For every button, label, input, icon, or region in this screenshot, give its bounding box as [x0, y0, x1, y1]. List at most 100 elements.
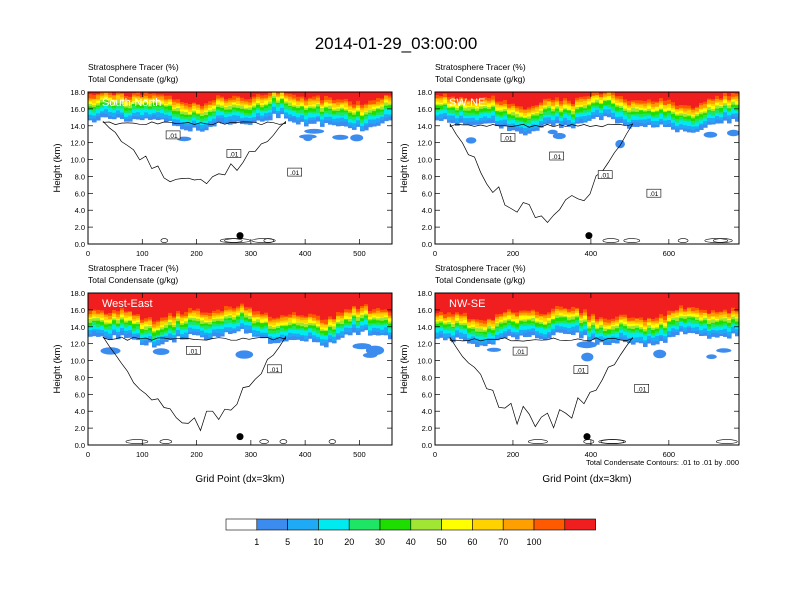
- tracer-band: [499, 92, 504, 102]
- tracer-column: [563, 293, 568, 334]
- tracer-column: [200, 293, 205, 338]
- tracer-column: [519, 293, 524, 336]
- colorbar-cell: [472, 518, 504, 531]
- tracer-column: [184, 293, 189, 340]
- y-tick-label: 18.0: [417, 88, 432, 97]
- y-tick-label: 0.0: [422, 441, 432, 450]
- tracer-band: [132, 92, 137, 96]
- y-tick-label: 14.0: [70, 122, 85, 131]
- contour-label: .01: [597, 170, 613, 180]
- tracer-band: [667, 92, 672, 100]
- y-axis-label: Height (km): [52, 143, 63, 192]
- tracer-column: [104, 293, 109, 339]
- contour-label-box: [512, 346, 528, 356]
- tracer-blob: [576, 341, 597, 349]
- tracer-band: [651, 293, 656, 319]
- tracer-column: [320, 293, 325, 346]
- tracer-band: [467, 92, 472, 100]
- tracer-column: [384, 92, 389, 122]
- contour-label-text: .01: [516, 349, 525, 356]
- tracer-column: [475, 293, 480, 347]
- tracer-band: [723, 293, 728, 310]
- tracer-column: [723, 92, 728, 121]
- tracer-band: [188, 293, 193, 308]
- tracer-column: [607, 92, 612, 118]
- contour-label: .01: [646, 188, 662, 198]
- tracer-band: [228, 92, 233, 99]
- y-tick-label: 2.0: [422, 223, 432, 232]
- tracer-column: [547, 293, 552, 339]
- tracer-column: [651, 92, 656, 128]
- tracer-column: [112, 92, 117, 120]
- tracer-column: [180, 293, 185, 340]
- tracer-column: [316, 92, 321, 122]
- tracer-band: [659, 293, 664, 315]
- tracer-band: [352, 92, 357, 105]
- tracer-band: [176, 293, 181, 311]
- tracer-band: [627, 92, 632, 102]
- tracer-band: [192, 92, 197, 103]
- tracer-column: [240, 92, 245, 125]
- tracer-column: [228, 293, 233, 335]
- tracer-band: [471, 293, 476, 319]
- x-tick-label: 400: [585, 450, 598, 459]
- tracer-band: [491, 293, 496, 320]
- tracer-band: [148, 92, 153, 95]
- x-axis-label: Grid Point (dx=3km): [195, 474, 284, 485]
- tracer-blob: [486, 347, 502, 352]
- x-axis-label: Grid Point (dx=3km): [542, 474, 631, 485]
- plot-area: .01 .01 .01: [435, 293, 739, 445]
- colorbar-cell: [564, 518, 596, 531]
- tracer-band: [372, 92, 377, 101]
- tracer-column: [296, 92, 301, 125]
- colorbar-cell: [410, 518, 442, 531]
- contour-label-text: .01: [189, 348, 198, 355]
- tracer-column: [635, 92, 640, 127]
- tracer-band: [443, 92, 448, 98]
- tracer-column: [204, 92, 209, 131]
- tracer-band: [248, 293, 253, 308]
- tracer-band: [116, 92, 121, 100]
- figure-title: 2014-01-29_03:00:00: [315, 34, 478, 53]
- tracer-band: [555, 92, 560, 98]
- tracer-band: [583, 293, 588, 310]
- tracer-band: [276, 293, 281, 318]
- tracer-blob: [703, 131, 718, 138]
- y-tick-label: 8.0: [422, 172, 432, 181]
- tracer-band: [256, 92, 261, 95]
- plot-area: .01 .01: [88, 293, 392, 445]
- tracer-column: [328, 92, 333, 125]
- y-tick-label: 18.0: [70, 289, 85, 298]
- tracer-column: [256, 293, 261, 337]
- tracer-column: [128, 92, 133, 122]
- x-tick-label: 300: [245, 249, 258, 258]
- y-axis-label: Height (km): [399, 344, 410, 393]
- tracer-band: [443, 92, 448, 94]
- tracer-band: [320, 293, 325, 320]
- tracer-blob: [303, 135, 313, 142]
- tracer-column: [264, 293, 269, 339]
- surface-contour: [600, 439, 626, 444]
- tracer-column: [252, 92, 257, 123]
- tracer-column: [475, 92, 480, 125]
- panel-south-north: .01 .01 .01 South-North Stratosphere Tracer …: [52, 62, 393, 258]
- tracer-column: [531, 293, 536, 336]
- tracer-column: [88, 92, 93, 121]
- tracer-band: [591, 293, 596, 314]
- contour-label-text: .01: [576, 368, 585, 375]
- tracer-band: [695, 293, 700, 308]
- tracer-column: [224, 293, 229, 333]
- tracer-column: [244, 92, 249, 125]
- tracer-band: [152, 92, 157, 96]
- tracer-band: [631, 92, 636, 101]
- panel-west-east: .01 .01 West-East Stratosphere Tracer (%) To…: [52, 263, 393, 485]
- tracer-band: [324, 293, 329, 320]
- tracer-band: [104, 92, 109, 95]
- tracer-band: [519, 92, 524, 107]
- tracer-band: [332, 293, 337, 319]
- tracer-band: [731, 92, 736, 97]
- tracer-column: [164, 92, 169, 123]
- tracer-band: [132, 293, 137, 315]
- colorbar-label: 5: [285, 537, 290, 547]
- y-tick-label: 6.0: [75, 189, 85, 198]
